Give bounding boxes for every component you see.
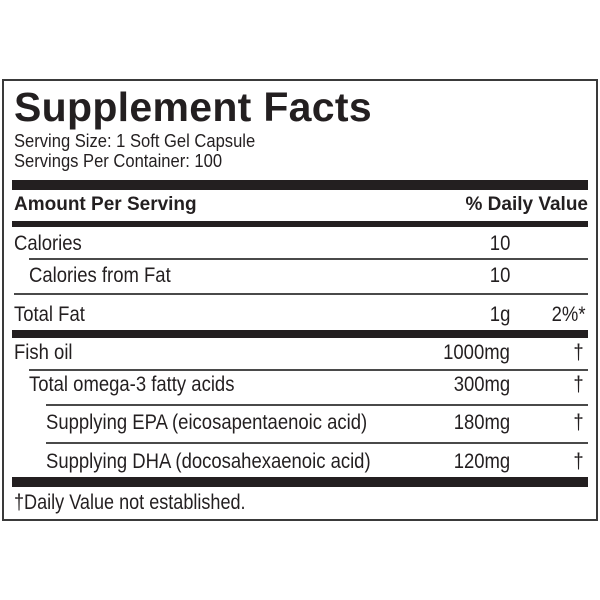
supplement-facts-panel: Supplement Facts Serving Size: 1 Soft Ge… bbox=[2, 79, 598, 521]
nutrient-amount: 10 bbox=[489, 264, 510, 287]
nutrient-name: Calories bbox=[14, 232, 82, 255]
row-divider bbox=[14, 293, 588, 295]
nutrient-name: Fish oil bbox=[14, 341, 73, 364]
nutrient-name: Total omega-3 fatty acids bbox=[29, 373, 235, 396]
nutrient-amount: 1000mg bbox=[443, 341, 510, 364]
servings-per-container: Servings Per Container: 100 bbox=[14, 151, 223, 171]
nutrient-amount: 1g bbox=[489, 303, 510, 326]
nutrient-amount: 180mg bbox=[453, 411, 510, 434]
nutrient-amount: 300mg bbox=[453, 373, 510, 396]
nutrient-amount: 10 bbox=[489, 232, 510, 255]
nutrient-amount: 120mg bbox=[453, 450, 510, 473]
serving-size: Serving Size: 1 Soft Gel Capsule bbox=[14, 131, 256, 151]
nutrient-daily-value: † bbox=[573, 411, 584, 434]
row-divider bbox=[29, 258, 588, 260]
thick-divider bbox=[12, 180, 588, 190]
medium-divider bbox=[12, 221, 588, 227]
row-divider bbox=[46, 442, 588, 444]
nutrient-name: Supplying EPA (eicosapentaenoic acid) bbox=[46, 411, 368, 434]
thick-divider bbox=[12, 330, 588, 338]
row-divider bbox=[29, 369, 588, 371]
row-divider bbox=[46, 404, 588, 406]
nutrient-daily-value: 2%* bbox=[552, 303, 586, 326]
nutrient-name: Calories from Fat bbox=[29, 264, 171, 287]
amount-per-serving-header: Amount Per Serving bbox=[14, 194, 197, 215]
nutrient-name: Total Fat bbox=[14, 303, 85, 326]
nutrient-daily-value: † bbox=[573, 373, 584, 396]
footnote: †Daily Value not established. bbox=[14, 491, 246, 514]
nutrient-name: Supplying DHA (docosahexaenoic acid) bbox=[46, 450, 371, 473]
nutrient-daily-value: † bbox=[573, 341, 584, 364]
thick-divider bbox=[12, 477, 588, 487]
panel-title: Supplement Facts bbox=[14, 84, 372, 130]
daily-value-header: % Daily Value bbox=[465, 194, 588, 215]
nutrient-daily-value: † bbox=[573, 450, 584, 473]
